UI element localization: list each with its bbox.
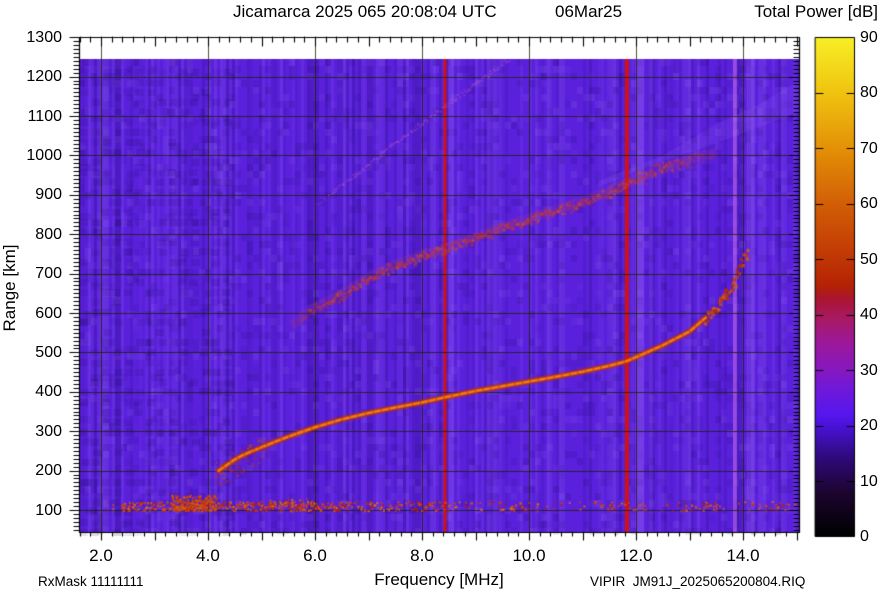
colorbar-tick-label: 80 — [860, 84, 878, 102]
colorbar-tick-label: 70 — [860, 139, 878, 157]
filename-label: VIPIR JM91J_2025065200804.RIQ — [590, 574, 806, 589]
y-tick-label: 1200 — [26, 68, 62, 86]
x-tick-label: 8.0 — [410, 546, 434, 565]
x-tick-label: 6.0 — [303, 546, 327, 565]
colorbar-tick-label: 40 — [860, 306, 878, 324]
y-tick-label: 900 — [35, 186, 62, 204]
colorbar-tick-label: 60 — [860, 195, 878, 213]
plot-title: Jicamarca 2025 065 20:08:04 UTC — [233, 2, 497, 21]
x-tick-label: 14.0 — [726, 546, 760, 565]
rxmask-label: RxMask 11111111 — [38, 574, 144, 589]
plot-date: 06Mar25 — [555, 2, 623, 21]
y-tick-label: 1000 — [26, 146, 62, 164]
x-tick-label: 10.0 — [512, 546, 546, 565]
x-axis-title: Frequency [MHz] — [374, 570, 504, 589]
y-tick-label: 1300 — [26, 28, 62, 46]
y-tick-label: 400 — [35, 383, 62, 401]
x-tick-label: 12.0 — [619, 546, 653, 565]
x-tick-label: 2.0 — [89, 546, 113, 565]
colorbar-tick-label: 30 — [860, 361, 878, 379]
y-tick-label: 500 — [35, 343, 62, 361]
y-tick-label: 300 — [35, 422, 62, 440]
x-tick-label: 4.0 — [196, 546, 220, 565]
colorbar-tick-label: 90 — [860, 29, 878, 46]
colorbar-tick-label: 20 — [860, 417, 878, 435]
colorbar-title: Total Power [dB] — [754, 2, 878, 21]
colorbar-tick-label: 10 — [860, 472, 878, 490]
colorbar-tick-label: 50 — [860, 250, 878, 268]
y-tick-label: 700 — [35, 265, 62, 283]
y-tick-label: 1100 — [27, 107, 62, 125]
y-tick-label: 100 — [35, 501, 62, 519]
y-tick-label: 800 — [35, 225, 62, 243]
y-tick-label: 200 — [35, 462, 62, 480]
colorbar-tick-label: 0 — [860, 528, 869, 545]
y-tick-label: 600 — [35, 304, 62, 322]
